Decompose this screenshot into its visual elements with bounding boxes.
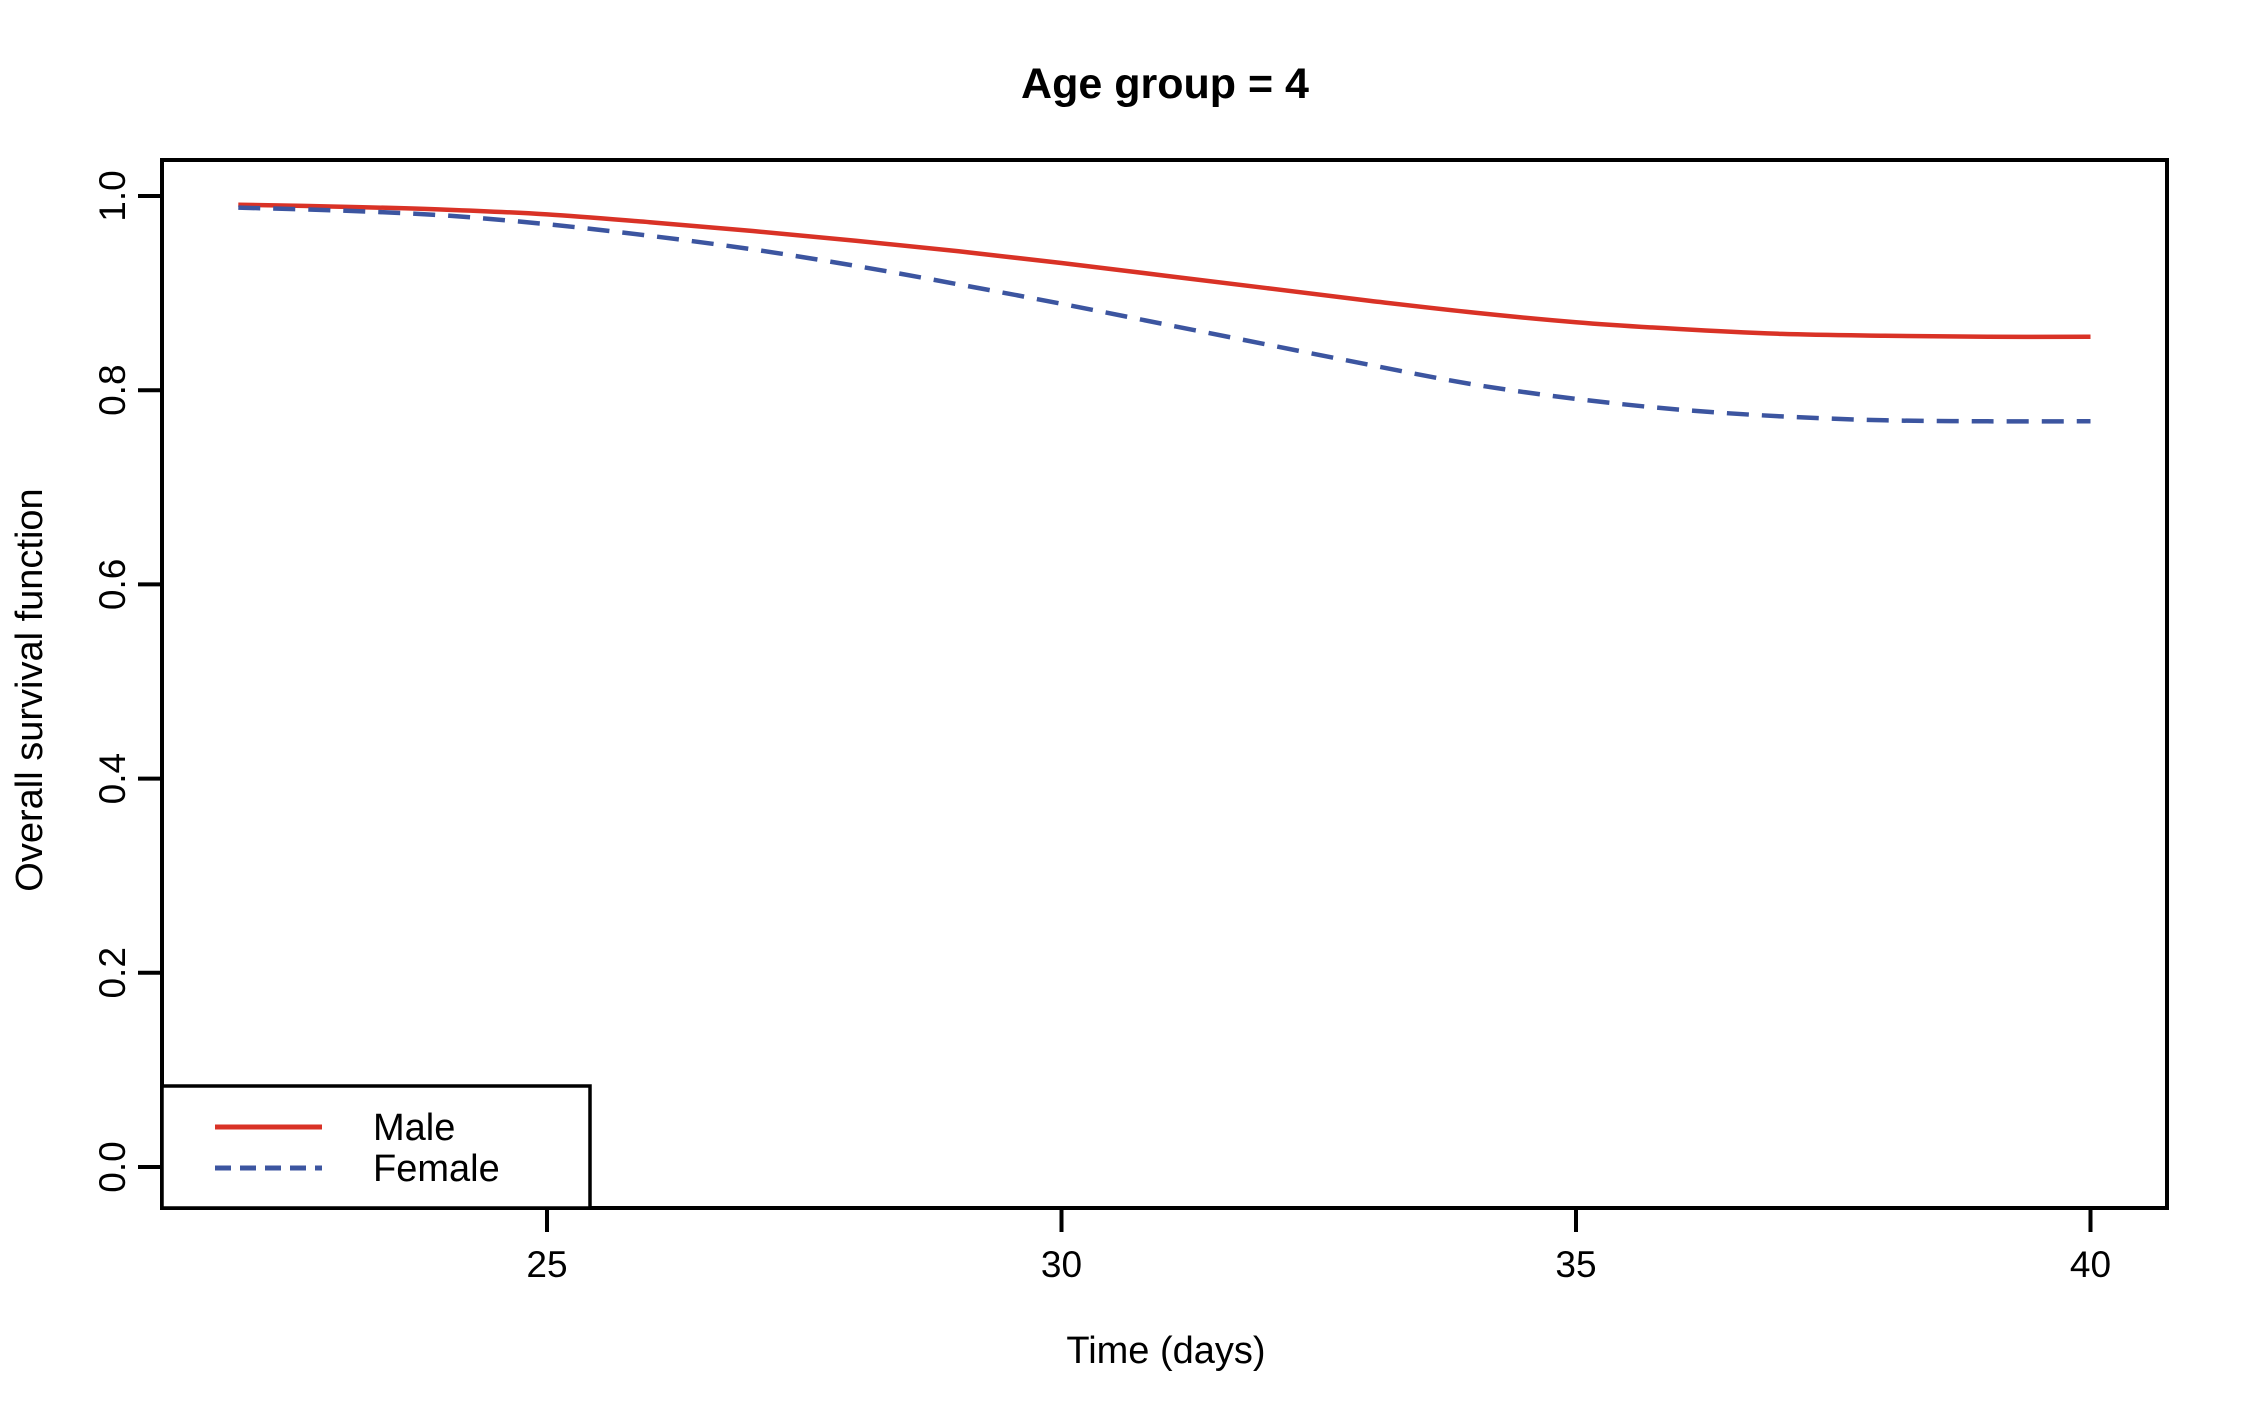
x-tick-label: 35 — [1555, 1244, 1596, 1285]
y-tick-label: 1.0 — [92, 170, 133, 221]
x-tick-label: 25 — [526, 1244, 567, 1285]
y-tick-label: 0.0 — [92, 1141, 133, 1192]
plot-area-border — [160, 158, 2169, 1210]
y-axis-ticks: 0.0 0.2 0.4 0.6 0.8 1.0 — [92, 170, 162, 1193]
curve-male — [238, 202, 2091, 340]
y-tick-label: 0.2 — [92, 947, 133, 998]
x-tick-label: 30 — [1041, 1244, 1082, 1285]
y-tick-label: 0.8 — [92, 364, 133, 415]
legend-label-male: Male — [373, 1107, 455, 1149]
y-tick-label: 0.6 — [92, 559, 133, 610]
x-axis-ticks: 25 30 35 40 — [526, 1208, 2111, 1285]
x-axis-title: Time (days) — [1066, 1330, 1265, 1372]
legend: Male Female — [160, 1084, 592, 1210]
x-tick-label: 40 — [2070, 1244, 2111, 1285]
y-tick-label: 0.4 — [92, 753, 133, 804]
legend-box — [160, 1084, 592, 1210]
y-axis-title: Overall survival function — [9, 488, 51, 891]
survival-curves — [238, 202, 2091, 424]
chart-title: Age group = 4 — [1021, 60, 1309, 108]
curve-female — [238, 205, 2091, 424]
legend-label-female: Female — [373, 1148, 500, 1190]
